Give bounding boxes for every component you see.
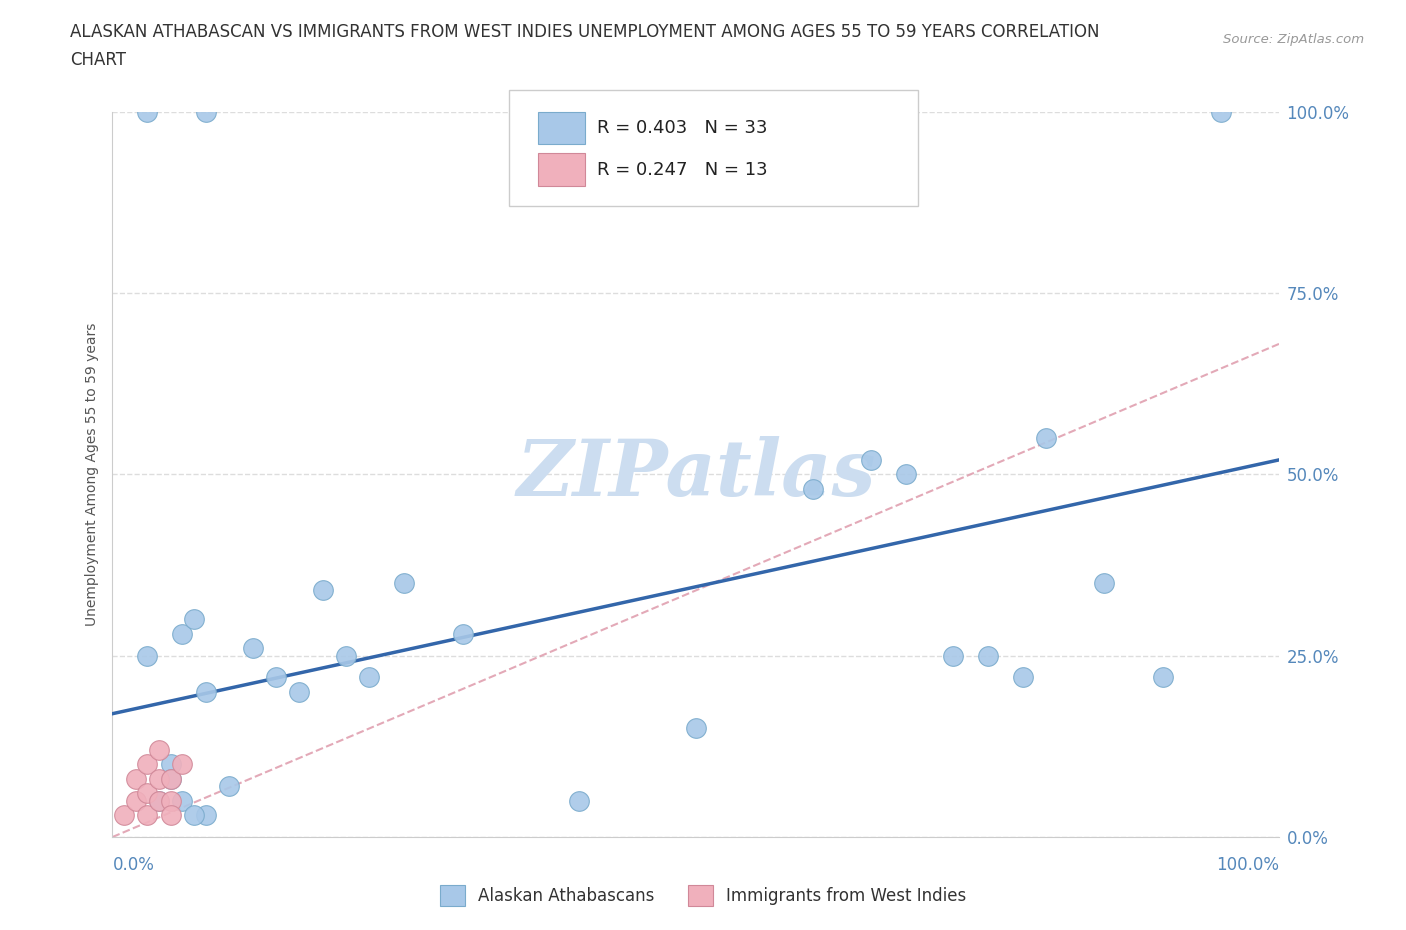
Point (335, 648, 357, 663)
Point (160, 757, 183, 772)
Point (288, 684, 311, 699)
Point (172, 793, 194, 808)
Point (1092, 576, 1115, 591)
Point (801, 482, 824, 497)
Text: R = 0.247   N = 13: R = 0.247 N = 13 (596, 161, 768, 179)
Point (1152, 670, 1174, 684)
Point (183, 808, 205, 823)
Bar (538, 153, 585, 186)
Point (568, 793, 591, 808)
Point (136, 648, 159, 663)
Point (172, 627, 194, 642)
Point (148, 742, 170, 757)
Text: ALASKAN ATHABASCAN VS IMMIGRANTS FROM WEST INDIES UNEMPLOYMENT AMONG AGES 55 TO : ALASKAN ATHABASCAN VS IMMIGRANTS FROM WE… (70, 23, 1099, 41)
Text: 0.0%: 0.0% (112, 856, 155, 873)
Point (160, 772, 183, 787)
Point (136, 808, 159, 823)
Point (311, 583, 333, 598)
Point (1209, 104, 1232, 119)
Point (242, 641, 264, 656)
Point (160, 808, 183, 823)
Point (218, 778, 240, 793)
Point (148, 793, 170, 808)
Point (160, 793, 183, 808)
Text: Source: ZipAtlas.com: Source: ZipAtlas.com (1223, 33, 1364, 46)
Point (894, 467, 917, 482)
Point (160, 772, 183, 787)
Point (194, 684, 217, 699)
Y-axis label: Unemployment Among Ages 55 to 59 years: Unemployment Among Ages 55 to 59 years (84, 323, 98, 626)
Point (112, 808, 135, 823)
Point (183, 612, 205, 627)
Point (976, 648, 998, 663)
Point (194, 104, 217, 119)
Text: 100.0%: 100.0% (1216, 856, 1279, 873)
Point (136, 786, 159, 801)
Point (1035, 431, 1057, 445)
Text: CHART: CHART (70, 51, 127, 69)
Point (451, 627, 474, 642)
Point (172, 757, 194, 772)
Point (136, 757, 159, 772)
FancyBboxPatch shape (509, 90, 918, 206)
Bar (538, 112, 585, 144)
Point (148, 793, 170, 808)
Text: R = 0.403   N = 33: R = 0.403 N = 33 (596, 119, 768, 138)
Text: ZIPatlas: ZIPatlas (516, 436, 876, 512)
Point (392, 576, 416, 591)
Point (136, 104, 159, 119)
Point (359, 670, 381, 684)
Point (942, 648, 965, 663)
Point (685, 721, 707, 736)
Point (1011, 670, 1033, 684)
Point (194, 808, 217, 823)
Point (148, 772, 170, 787)
Point (264, 670, 287, 684)
Point (125, 772, 148, 787)
Point (125, 793, 148, 808)
Point (859, 452, 883, 467)
Legend: Alaskan Athabascans, Immigrants from West Indies: Alaskan Athabascans, Immigrants from Wes… (433, 879, 973, 912)
